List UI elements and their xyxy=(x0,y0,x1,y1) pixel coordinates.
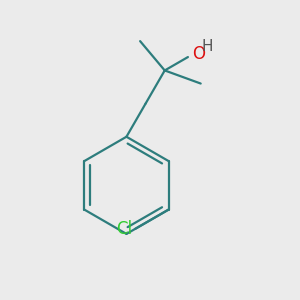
Text: O: O xyxy=(192,45,205,63)
Text: H: H xyxy=(201,39,213,54)
Text: Cl: Cl xyxy=(116,220,132,238)
